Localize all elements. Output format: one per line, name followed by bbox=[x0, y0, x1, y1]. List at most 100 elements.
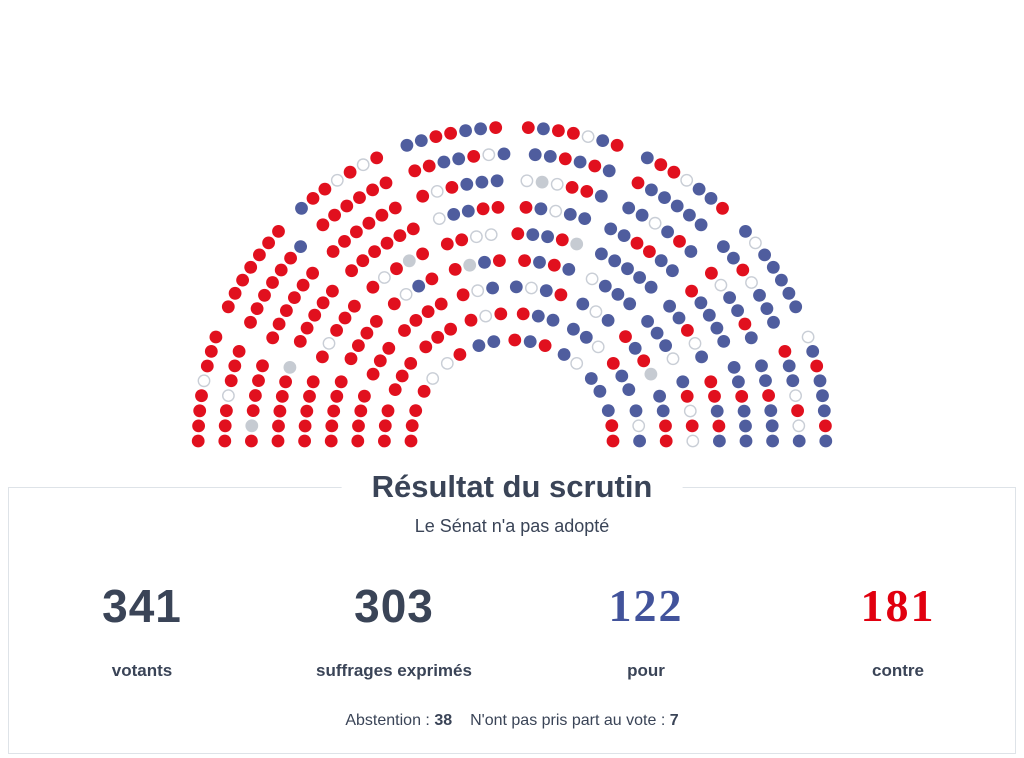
seat-contre bbox=[554, 288, 568, 302]
seat-pour bbox=[723, 291, 736, 304]
seat-contre bbox=[476, 202, 490, 216]
seat-pour bbox=[615, 369, 629, 383]
seat-contre bbox=[288, 291, 301, 304]
seat-pour bbox=[656, 404, 670, 418]
seat-abstention bbox=[589, 305, 603, 318]
seat-abstention bbox=[749, 236, 762, 250]
seat-pour bbox=[497, 147, 511, 161]
seat-contre bbox=[516, 307, 530, 321]
seat-contre bbox=[791, 404, 804, 418]
seat-contre bbox=[567, 126, 580, 140]
seat-pour bbox=[766, 434, 779, 448]
seat-pour bbox=[472, 339, 486, 352]
seat-contre bbox=[704, 375, 718, 389]
seat-pour bbox=[601, 404, 615, 417]
seat-pour bbox=[732, 375, 745, 389]
seat-abstention bbox=[426, 372, 440, 385]
stat-pour-label: pour bbox=[627, 661, 665, 680]
seat-contre bbox=[253, 248, 266, 262]
seat-contre bbox=[685, 419, 699, 433]
seat-nppv bbox=[245, 419, 259, 433]
abstention-note: Abstention : 38 bbox=[345, 712, 452, 729]
seat-pour bbox=[523, 335, 537, 348]
seat-contre bbox=[631, 176, 645, 190]
seat-contre bbox=[373, 354, 387, 368]
seat-contre bbox=[244, 260, 258, 274]
seat-abstention bbox=[221, 389, 235, 402]
seat-abstention bbox=[683, 404, 697, 418]
seat-pour bbox=[531, 309, 545, 323]
seat-abstention bbox=[686, 434, 700, 448]
seat-contre bbox=[381, 404, 395, 418]
stat-votants: 341 votants bbox=[16, 583, 268, 681]
seat-contre bbox=[296, 278, 310, 292]
seat-contre bbox=[293, 335, 307, 348]
seat-contre bbox=[221, 300, 235, 314]
seat-abstention bbox=[550, 177, 564, 191]
seat-contre bbox=[249, 389, 262, 402]
seat-contre bbox=[306, 375, 320, 389]
seat-contre bbox=[352, 339, 365, 352]
seat-nppv bbox=[570, 237, 584, 251]
seat-contre bbox=[388, 201, 402, 215]
seat-pour bbox=[739, 434, 753, 448]
seat-pour bbox=[666, 264, 679, 278]
stat-contre-value: 181 bbox=[860, 580, 936, 631]
seat-contre bbox=[284, 251, 297, 265]
seat-contre bbox=[300, 404, 314, 418]
seat-contre bbox=[228, 359, 242, 373]
seat-pour bbox=[414, 134, 428, 148]
seat-pour bbox=[727, 361, 741, 374]
seat-contre bbox=[356, 254, 370, 268]
seat-pour bbox=[528, 148, 542, 162]
seat-contre bbox=[538, 339, 552, 352]
seat-abstention bbox=[440, 356, 454, 370]
seat-contre bbox=[274, 263, 288, 277]
seat-pour bbox=[537, 122, 550, 136]
seat-contre bbox=[388, 383, 402, 396]
seat-pour bbox=[710, 321, 724, 335]
seat-contre bbox=[280, 304, 293, 317]
seat-contre bbox=[395, 369, 409, 383]
stat-suffrages-value: 303 bbox=[354, 580, 434, 632]
abstention-value: 38 bbox=[434, 712, 453, 729]
seat-contre bbox=[382, 341, 396, 355]
seat-pour bbox=[694, 218, 708, 232]
seat-contre bbox=[736, 263, 750, 277]
seat-contre bbox=[272, 225, 285, 238]
seat-abstention bbox=[356, 158, 370, 172]
seat-abstention bbox=[591, 340, 605, 354]
seat-contre bbox=[298, 434, 311, 448]
seat-contre bbox=[327, 404, 341, 418]
seat-contre bbox=[191, 434, 205, 448]
seat-pour bbox=[702, 308, 716, 322]
seat-pour bbox=[653, 389, 666, 403]
seat-contre bbox=[245, 434, 258, 448]
seat-pour bbox=[546, 313, 560, 327]
seat-contre bbox=[421, 305, 435, 318]
seat-pour bbox=[744, 331, 758, 345]
seat-pour bbox=[683, 208, 696, 222]
seat-pour bbox=[661, 225, 674, 239]
seat-contre bbox=[398, 324, 411, 337]
seat-pour bbox=[490, 174, 504, 188]
seat-contre bbox=[547, 258, 561, 272]
seat-contre bbox=[236, 273, 250, 287]
seat-pour bbox=[766, 260, 780, 274]
seat-contre bbox=[352, 419, 365, 433]
seat-pour bbox=[543, 150, 557, 163]
seat-pour bbox=[753, 288, 766, 302]
seat-contre bbox=[246, 404, 260, 417]
seat-abstention bbox=[792, 419, 806, 433]
seat-contre bbox=[643, 245, 656, 258]
seat-contre bbox=[354, 404, 368, 418]
seat-abstention bbox=[648, 216, 662, 230]
seat-contre bbox=[681, 324, 694, 337]
seat-abstention bbox=[377, 271, 391, 284]
seat-contre bbox=[565, 181, 579, 194]
seat-contre bbox=[409, 314, 423, 327]
seat-contre bbox=[422, 159, 436, 173]
stat-pour-value: 122 bbox=[608, 580, 684, 631]
seat-contre bbox=[406, 222, 420, 236]
seat-pour bbox=[461, 204, 475, 218]
